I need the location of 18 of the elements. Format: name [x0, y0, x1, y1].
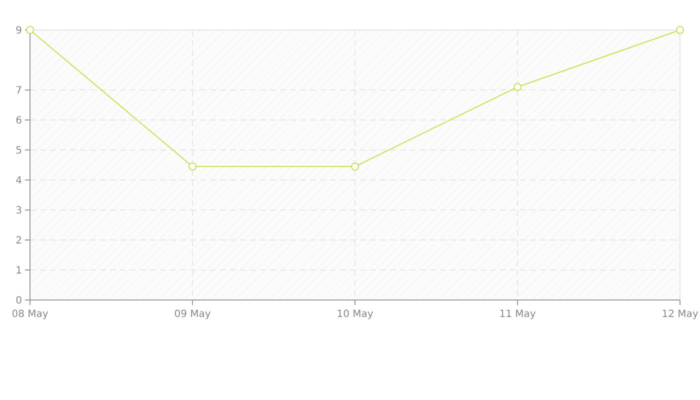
y-tick-label: 6 [16, 116, 22, 126]
x-tick-label: 12 May [662, 309, 698, 320]
x-tick-label: 08 May [12, 309, 48, 320]
x-tick-label: 09 May [174, 309, 211, 320]
point [351, 162, 359, 170]
x-tick-label: 10 May [336, 309, 374, 320]
point [676, 26, 684, 34]
x-tick-label: 11 May [499, 309, 536, 320]
y-tick-label: 1 [16, 266, 22, 276]
y-tick-label: 5 [16, 146, 22, 156]
point [188, 162, 196, 170]
y-tick-label: 3 [16, 206, 22, 216]
point [514, 83, 522, 91]
y-tick-label: 2 [16, 236, 22, 246]
y-tick-label: 9 [16, 26, 22, 36]
y-tick-label: 0 [16, 296, 22, 306]
y-tick-label: 4 [16, 176, 22, 186]
y-tick-label: 7 [16, 86, 22, 96]
